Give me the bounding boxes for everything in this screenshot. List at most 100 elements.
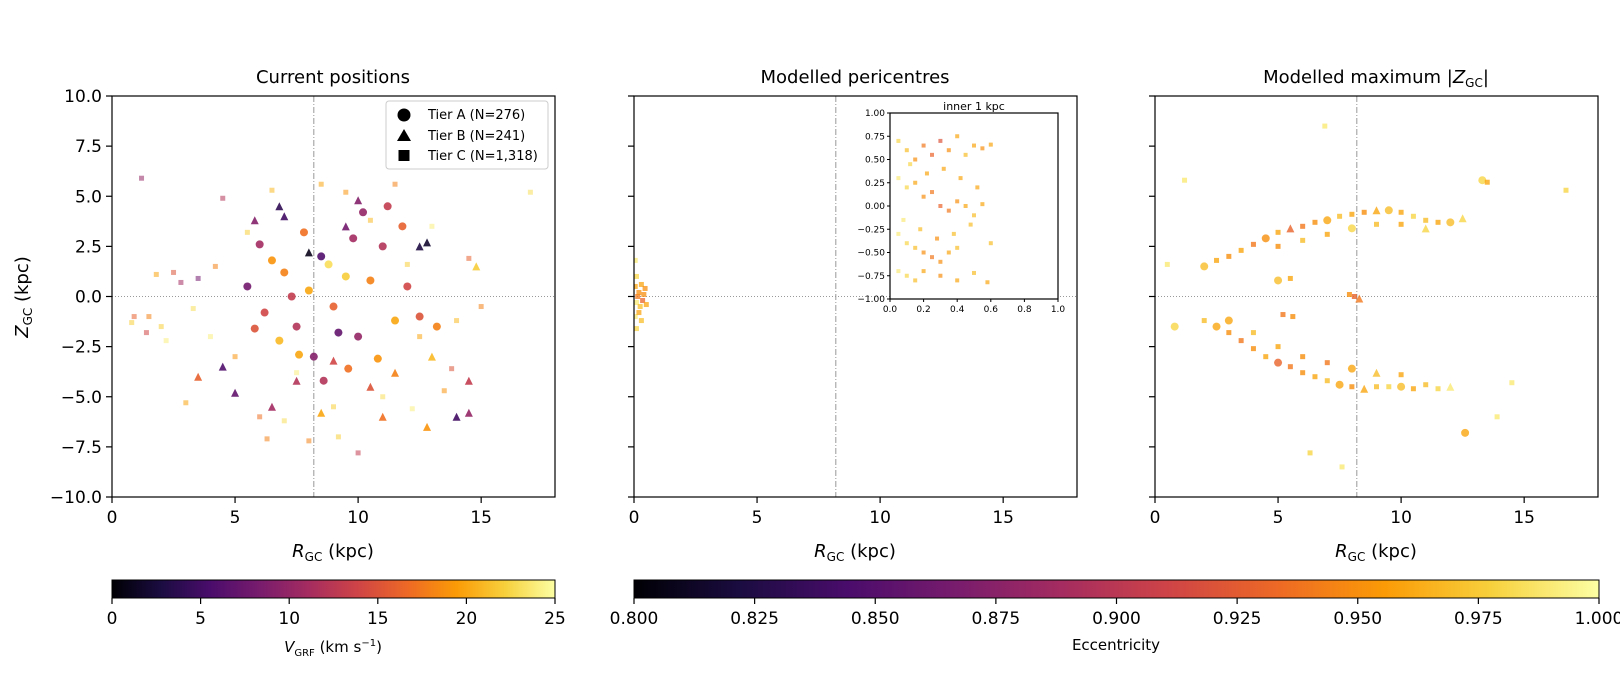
tier-c-point [642,285,648,291]
tier-c-point [951,231,956,236]
tier-c-point [1275,344,1281,350]
tier-c-point [634,283,638,289]
tier-c-point [1435,386,1441,392]
colorbar-eccentricity-bar [633,579,1600,599]
tier-b-point [329,356,338,365]
tier-c-point [1275,243,1281,249]
y-axis-label: ZGC (kpc) [12,256,35,339]
colorbar-tick-label: 0.925 [1213,609,1262,629]
tier-c-point [1423,382,1429,388]
tier-c-point [527,189,533,195]
tier-c-point [343,189,349,195]
colorbar-tick-label: 0.875 [972,609,1021,629]
tier-c-point [634,326,639,332]
tier-c-point [1398,372,1404,378]
tier-a-point [1384,206,1393,215]
tier-c-point [963,204,968,208]
y-tick-label: 7.5 [75,137,102,157]
colorbar-tick-label: 25 [544,609,566,629]
tier-c-point [264,436,270,442]
tier-a-point [398,222,407,231]
tier-c-point [1349,384,1355,390]
colorbar-tick-label: 0.950 [1333,609,1382,629]
tier-a-point [267,256,276,265]
tier-c-point [1300,370,1306,376]
tier-c-point [195,275,201,281]
tier-c-point [441,388,447,394]
tier-b-point [292,376,301,385]
legend-marker-square [398,150,410,161]
panel-title-current-positions: Current positions [256,67,410,88]
tier-b-point [423,238,432,247]
inset-x-tick-label: 0.0 [883,305,898,315]
colorbar-tick-label: 0.800 [610,609,659,629]
tier-a-point [243,282,252,291]
tier-c-point [913,245,918,250]
tier-c-point [938,273,943,278]
tier-c-point [634,273,639,279]
tier-c-point [1410,213,1416,219]
tier-a-point [1347,364,1356,373]
tier-a-point [317,252,326,261]
tier-c-point [190,306,196,312]
tier-c-point [257,414,263,420]
tier-c-point [220,195,226,201]
tier-c-point [938,204,943,208]
tier-c-point [1290,314,1296,320]
colorbar-tick-label: 0.850 [851,609,900,629]
x-tick-label: 10 [869,508,891,528]
tier-c-point [454,318,460,324]
tier-a-point [1274,276,1283,285]
x-tick-label: 15 [1513,508,1535,528]
tier-c-point [1435,219,1441,225]
tier-c-point [1346,291,1352,297]
y-tick-label: −5.0 [61,388,102,408]
tier-c-point [904,185,909,190]
tier-c-point [1337,213,1343,219]
tier-b-point [1458,214,1467,223]
tier-b-point [1372,368,1381,377]
tier-b-point [1286,224,1295,233]
tier-c-point [232,354,238,360]
tier-c-point [429,223,435,229]
tier-b-point [423,422,432,431]
inset-title: inner 1 kpc [943,100,1005,113]
tier-c-point [1312,374,1318,380]
tier-c-point [1423,217,1429,223]
tier-c-point [896,269,901,274]
tier-c-point [904,273,909,278]
tier-a-point [415,312,424,321]
tier-b-point [194,372,203,381]
tier-c-point [212,263,218,269]
x-tick-label: 0 [107,508,118,528]
colorbar-eccentricity: 0.800 0.825 0.850 0.875 0.900 0.925 0.950 0.975… [610,579,1620,629]
tier-a-point [341,272,350,281]
tier-c-point [1398,209,1404,215]
tier-c-point [1324,360,1330,366]
tier-c-point [896,138,901,143]
inset-y-tick-label: 0.50 [865,156,885,166]
tier-a-point [1335,380,1344,389]
tier-b-point [231,388,240,397]
inset-y-tick-label: −0.75 [857,272,885,282]
tier-c-point [930,255,934,260]
tier-c-point [985,280,990,285]
tier-c-point [1300,237,1306,243]
x-tick-label: 10 [1390,508,1412,528]
tier-c-point [988,142,993,147]
tier-c-point [269,187,275,193]
tier-c-point [955,199,960,204]
tier-c-point [1214,257,1220,263]
tier-c-point [1280,312,1286,318]
tier-a-point [319,376,328,385]
tier-a-point [324,260,333,269]
inset-x-tick-label: 0.6 [984,305,999,315]
tier-c-point [244,229,250,235]
tier-b-point [391,368,400,377]
tier-c-point [930,190,934,195]
tier-c-point [1509,380,1515,386]
tier-c-point [1250,330,1256,336]
tier-c-point [1287,275,1293,281]
tier-c-point [921,143,926,148]
